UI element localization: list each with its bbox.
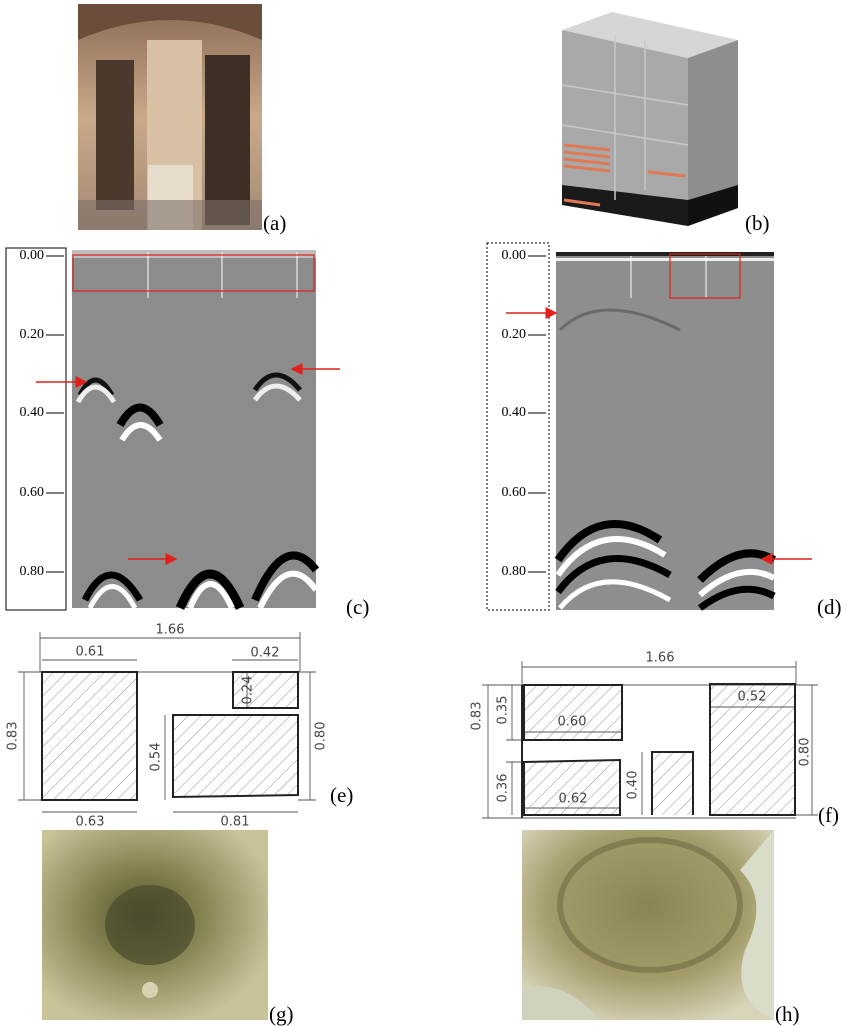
figure-shape <box>72 250 316 258</box>
figure-shape <box>652 752 693 815</box>
dimension-label: 0.54 <box>149 743 164 772</box>
panel-label: (h) <box>775 1002 800 1026</box>
dimension-label: 0.42 <box>251 646 280 661</box>
depth-label: 0.00 <box>502 248 527 263</box>
dimension-label: 1.66 <box>156 623 185 638</box>
radargram-d: 0.00 0.20 0.40 0.60 0.80 <box>487 243 812 610</box>
figure-shape <box>487 243 549 610</box>
figure-shape <box>6 248 66 610</box>
dimension-label: 0.52 <box>738 690 767 705</box>
dimension-label: 0.61 <box>76 645 105 660</box>
figure-shape <box>142 982 158 998</box>
page: (a) (b) 0.00 0.20 0.40 0.60 0.80 <box>0 0 864 1026</box>
dimension-label: 0.80 <box>798 738 813 767</box>
depth-label: 0.60 <box>502 485 527 500</box>
dimension-label: 1.66 <box>646 651 675 666</box>
figure-shape <box>96 60 134 210</box>
figure-shape <box>72 250 316 608</box>
panel-label: (a) <box>263 211 286 235</box>
depth-label: 0.20 <box>502 327 527 342</box>
figure-shape <box>556 252 774 256</box>
figure: (a) (b) 0.00 0.20 0.40 0.60 0.80 <box>0 0 864 1026</box>
panel-label: (d) <box>817 595 842 619</box>
depth-label: 0.40 <box>502 405 527 420</box>
depth-label: 0.80 <box>20 564 45 579</box>
dimension-label: 0.40 <box>626 771 641 800</box>
depth-label: 0.40 <box>20 405 45 420</box>
dimension-label: 0.35 <box>496 696 511 725</box>
dimension-label: 0.63 <box>76 815 105 830</box>
figure-shape <box>78 200 262 230</box>
photo-a <box>78 4 262 230</box>
panel-label: (c) <box>346 595 369 619</box>
figure-shape <box>205 55 250 225</box>
drawing-e: 1.66 0.61 0.42 0.83 0.24 0.54 0.80 0.63 … <box>6 623 329 830</box>
dimension-label: 0.80 <box>314 722 329 751</box>
block-model-b <box>562 12 738 226</box>
depth-label: 0.00 <box>20 248 45 263</box>
figure-shape <box>173 715 298 797</box>
panel-label: (b) <box>745 211 770 235</box>
panel-label: (f) <box>818 803 839 827</box>
panel-label: (g) <box>269 1002 294 1026</box>
figure-shape <box>524 760 620 815</box>
figure-shape <box>556 258 774 261</box>
dimension-label: 0.24 <box>241 676 256 705</box>
depth-label: 0.80 <box>502 564 527 579</box>
figure-shape <box>42 672 137 800</box>
dimension-label: 0.36 <box>496 774 511 803</box>
photo-g <box>42 830 268 1020</box>
depth-label: 0.20 <box>20 327 45 342</box>
figure-shape <box>105 885 195 965</box>
panel-label: (e) <box>330 783 353 807</box>
dimension-label: 0.83 <box>6 722 21 751</box>
depth-label: 0.60 <box>20 485 45 500</box>
dimension-label: 0.81 <box>221 815 250 830</box>
drawing-f: 1.66 0.35 0.60 0.52 0.83 0.80 0.36 0.40 … <box>470 651 819 819</box>
dimension-label: 0.62 <box>559 792 588 807</box>
dimension-label: 0.83 <box>470 702 485 731</box>
radargram-c: 0.00 0.20 0.40 0.60 0.80 <box>6 248 340 610</box>
photo-h <box>522 830 774 1020</box>
dimension-label: 0.60 <box>558 715 587 730</box>
figure-shape <box>524 685 622 740</box>
